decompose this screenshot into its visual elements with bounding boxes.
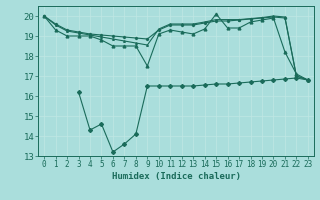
X-axis label: Humidex (Indice chaleur): Humidex (Indice chaleur) [111, 172, 241, 181]
